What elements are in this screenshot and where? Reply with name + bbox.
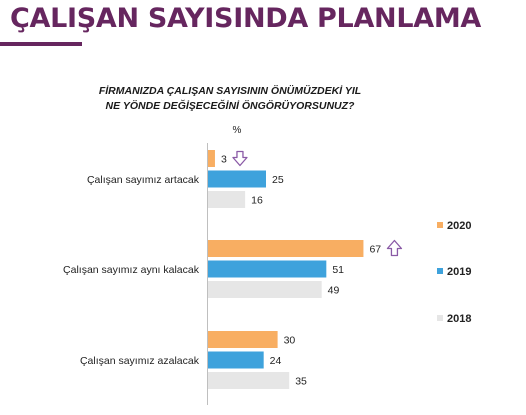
data-label: 16 [251,195,263,207]
chart-title-line-1: FİRMANIZDA ÇALIŞAN SAYISININ ÖNÜMÜZDEKİ … [98,85,362,97]
legend-label-2018: 2018 [447,313,471,325]
category-label: Çalışan sayımız aynı kalacak [63,264,200,276]
legend-label-2020: 2020 [447,220,471,232]
bar-2018 [208,281,322,298]
arrow-up-icon [386,239,403,257]
legend-swatch-2020 [437,222,443,228]
title-underline [0,42,82,46]
data-label: 24 [270,355,282,367]
bar-2020 [208,150,215,167]
page-title: ÇALIŞAN SAYISINDA PLANLAMA [10,3,482,34]
data-label: 35 [295,376,307,388]
bar-2019 [208,170,266,188]
legend-swatch-2018 [437,315,443,321]
data-label: 49 [328,285,340,297]
chart-title-line-2: NE YÖNDE DEĞİŞECEĞİNİ ÖNGÖRÜYORSUNUZ? [105,100,355,112]
bar-2019 [208,260,327,278]
data-label: 3 [221,154,227,166]
data-label: 30 [284,335,296,347]
bar-2020 [208,240,364,257]
bar-2019 [208,351,264,369]
data-label: 67 [369,244,381,256]
bar-2018 [208,372,290,389]
bar-2020 [208,331,278,348]
data-label: 25 [272,174,284,186]
data-label: 51 [332,264,344,276]
unit-label: % [233,125,242,136]
bar-2018 [208,191,246,208]
category-label: Çalışan sayımız artacak [87,174,200,186]
arrow-down-icon [232,150,248,167]
legend-label-2019: 2019 [447,266,471,278]
category-label: Çalışan sayımız azalacak [80,355,200,367]
legend-swatch-2019 [437,268,443,274]
